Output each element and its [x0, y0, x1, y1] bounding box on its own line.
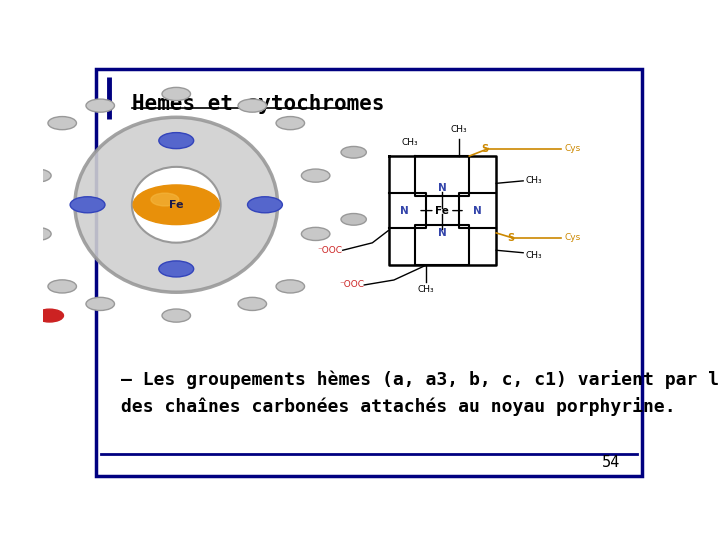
Ellipse shape [48, 117, 76, 130]
Text: Hemes et cytochromes: Hemes et cytochromes [132, 94, 384, 114]
Circle shape [4, 262, 32, 275]
Ellipse shape [86, 99, 114, 112]
Circle shape [133, 185, 220, 225]
Text: N: N [438, 183, 446, 193]
Ellipse shape [302, 169, 330, 182]
Text: Fe: Fe [169, 200, 184, 210]
Ellipse shape [22, 169, 51, 182]
Text: ⁻OOC: ⁻OOC [339, 280, 364, 289]
Ellipse shape [238, 99, 266, 112]
Ellipse shape [86, 298, 114, 310]
Circle shape [151, 193, 179, 206]
Text: N: N [438, 228, 446, 238]
Text: ⁻OOC: ⁻OOC [318, 246, 343, 255]
Ellipse shape [0, 146, 12, 158]
Ellipse shape [248, 197, 282, 213]
Ellipse shape [75, 117, 278, 292]
Text: CH₃: CH₃ [402, 138, 418, 147]
Ellipse shape [48, 280, 76, 293]
Ellipse shape [162, 87, 191, 100]
Text: CH₃: CH₃ [526, 251, 542, 260]
Ellipse shape [132, 167, 220, 242]
Ellipse shape [276, 117, 305, 130]
Ellipse shape [302, 227, 330, 240]
Text: S: S [482, 144, 489, 154]
Text: Cys: Cys [564, 233, 580, 242]
Text: CH₃: CH₃ [526, 177, 542, 185]
Ellipse shape [159, 133, 194, 149]
Circle shape [35, 309, 63, 322]
Text: Cys: Cys [564, 144, 580, 153]
Ellipse shape [162, 309, 191, 322]
Ellipse shape [238, 298, 266, 310]
Text: N: N [400, 206, 409, 215]
Ellipse shape [0, 213, 12, 225]
Text: N: N [473, 206, 482, 215]
Ellipse shape [22, 227, 51, 240]
Ellipse shape [341, 146, 366, 158]
Ellipse shape [159, 261, 194, 277]
Text: Fe: Fe [436, 206, 449, 215]
Text: S: S [507, 233, 514, 243]
Text: – Les groupements hèmes (a, a3, b, c, c1) varient par la nature
des chaînes carb: – Les groupements hèmes (a, a3, b, c, c1… [121, 370, 720, 416]
Text: CH₃: CH₃ [418, 285, 435, 294]
Text: CH₃: CH₃ [450, 125, 467, 134]
Ellipse shape [341, 213, 366, 225]
Ellipse shape [70, 197, 105, 213]
Text: 54: 54 [602, 455, 620, 470]
Ellipse shape [276, 280, 305, 293]
